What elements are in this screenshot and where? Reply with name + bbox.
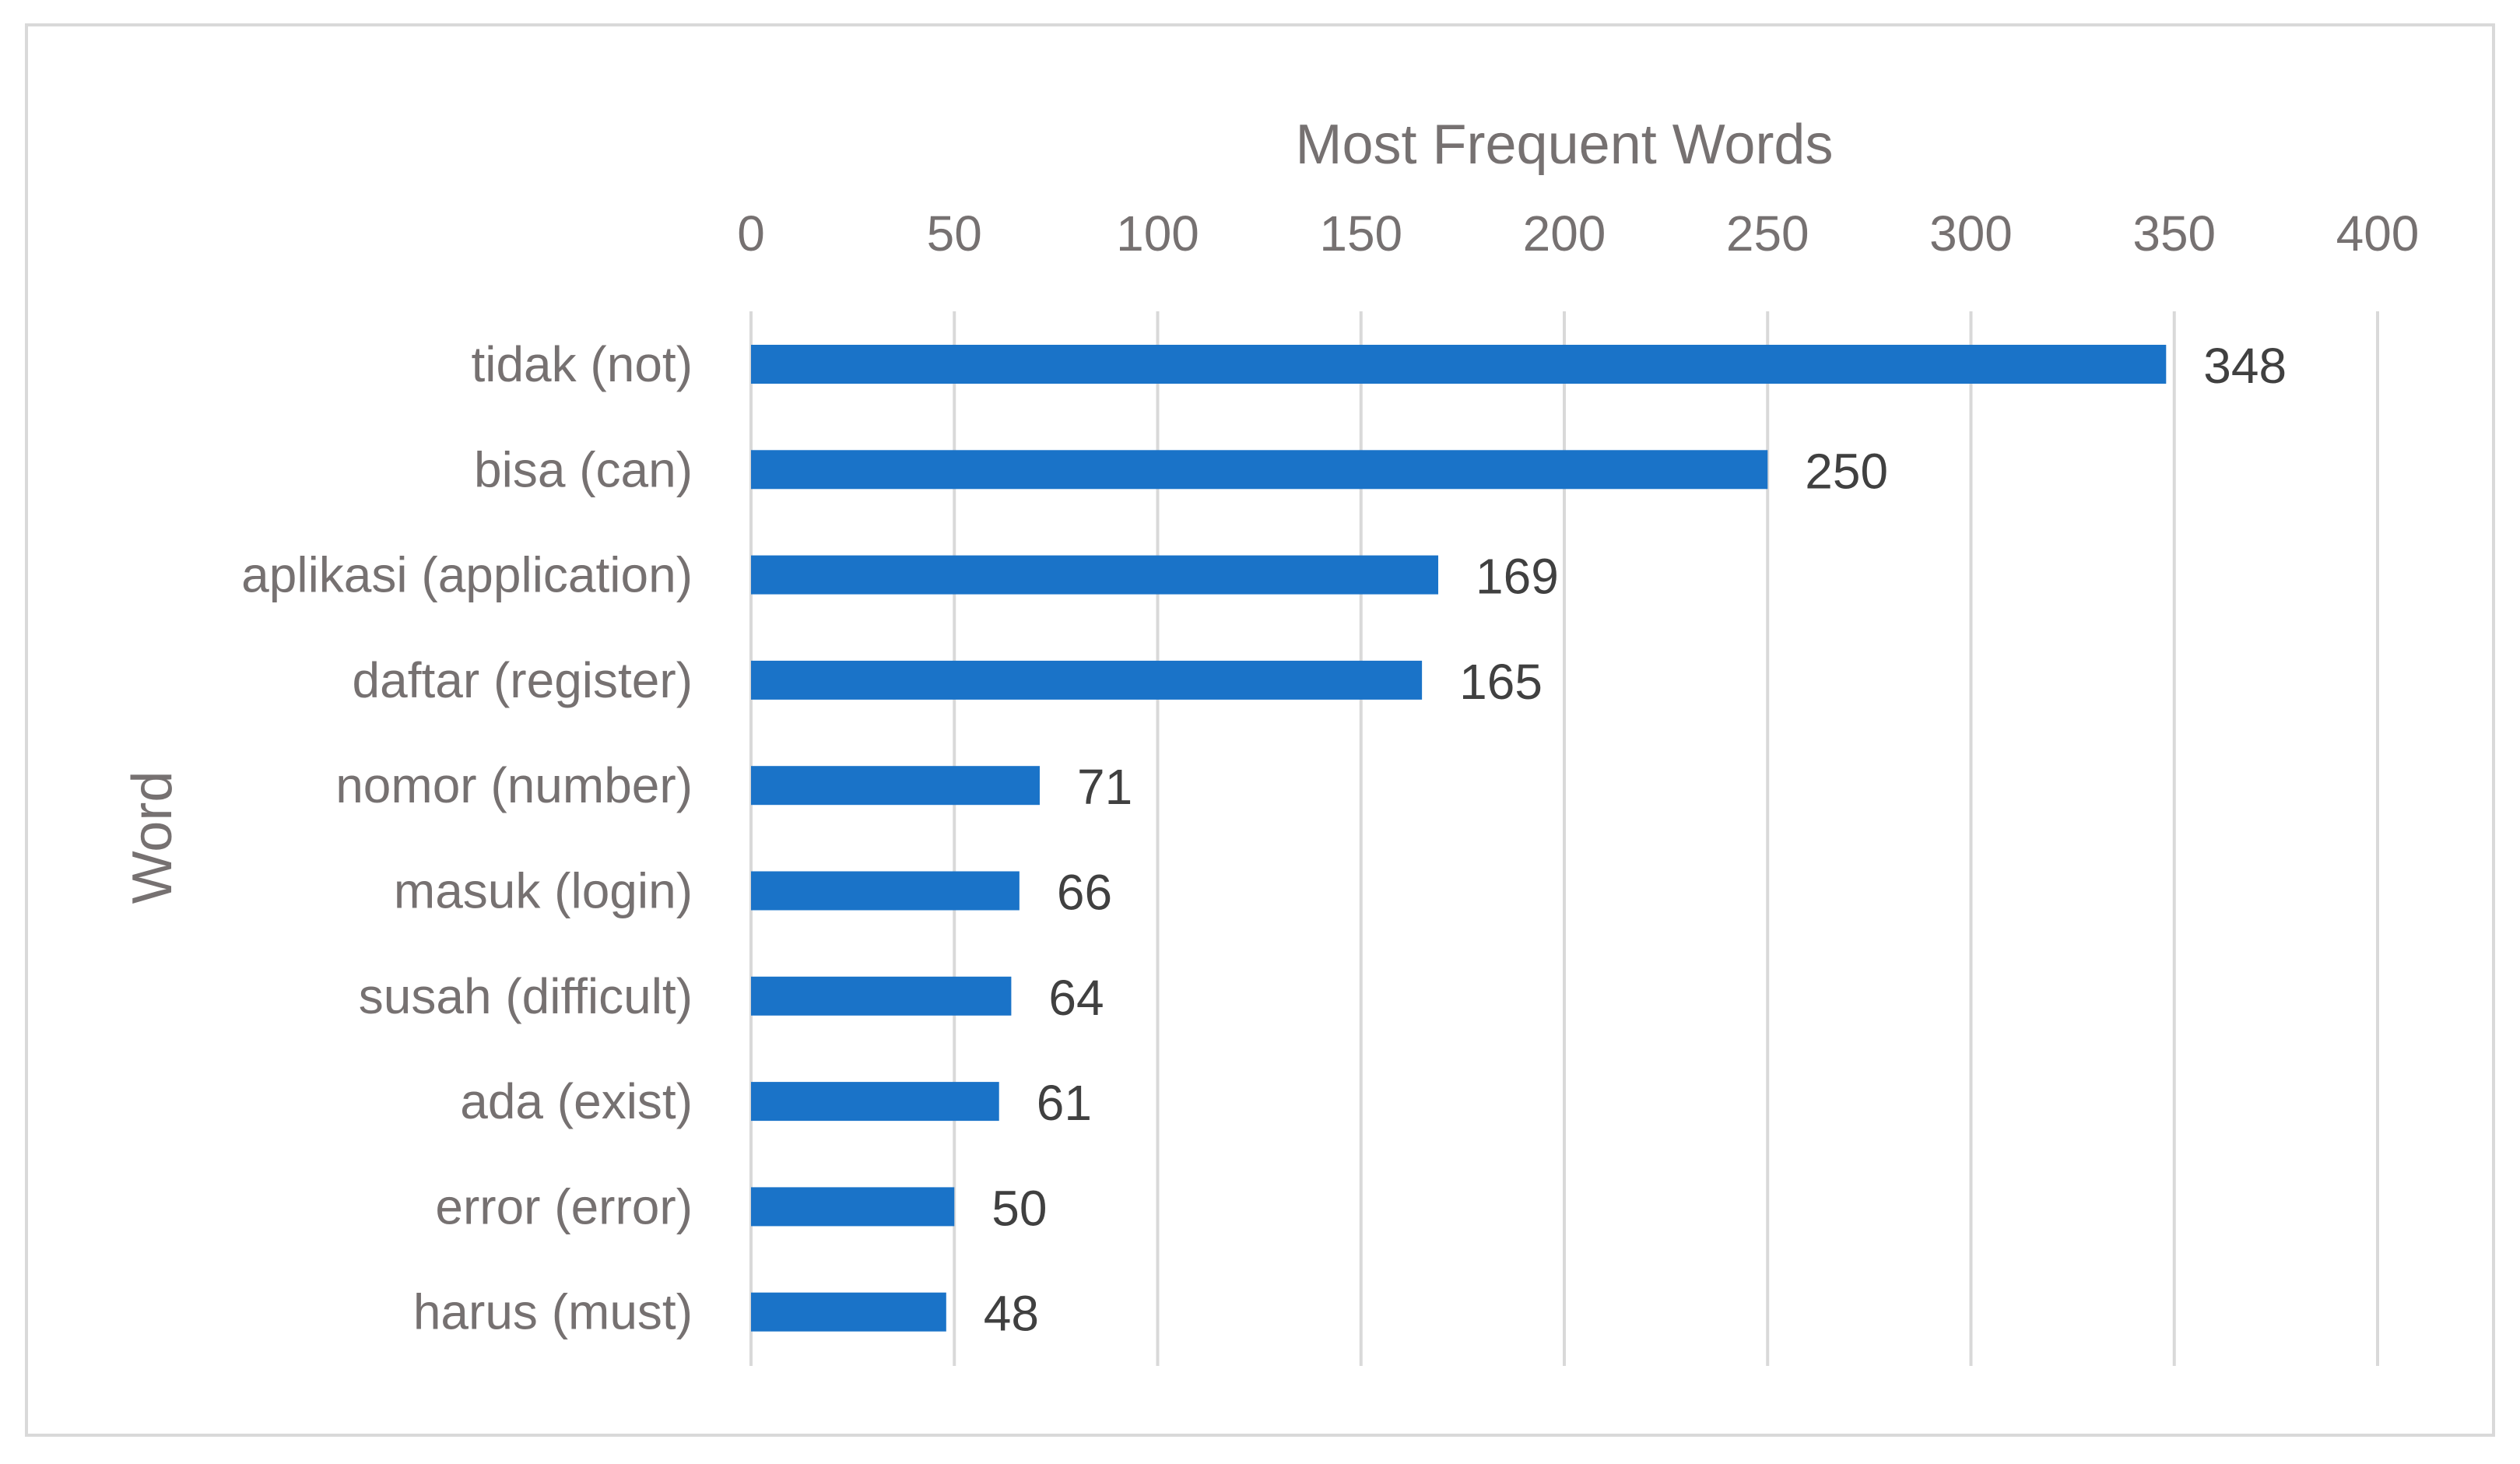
- category-label: susah (difficult): [359, 968, 693, 1024]
- x-tick-label: 100: [1116, 205, 1199, 262]
- bar: [751, 1292, 946, 1332]
- category-labels: tidak (not) bisa (can) aplikasi (applicati…: [241, 336, 693, 1340]
- category-label: harus (must): [413, 1284, 693, 1340]
- y-axis-title: Word: [121, 771, 184, 904]
- data-label: 250: [1805, 443, 1888, 499]
- x-tick-label: 200: [1523, 205, 1606, 262]
- category-label: aplikasi (application): [241, 547, 693, 603]
- bar: [751, 1187, 955, 1227]
- bar: [751, 450, 1768, 490]
- data-label: 61: [1037, 1075, 1092, 1131]
- x-axis-ticks: 0 50 100 150 200 250 300 350 400: [737, 205, 2419, 262]
- data-label: 165: [1459, 654, 1543, 710]
- bar: [751, 1082, 999, 1122]
- x-tick-label: 400: [2336, 205, 2420, 262]
- category-label: masuk (login): [394, 863, 693, 919]
- chart-title: Most Frequent Words: [1296, 114, 1834, 176]
- bars: [751, 345, 2167, 1332]
- bar: [751, 976, 1012, 1016]
- bar: [751, 871, 1020, 911]
- x-tick-label: 0: [737, 205, 765, 262]
- data-label: 50: [992, 1180, 1047, 1236]
- x-tick-label: 250: [1726, 205, 1809, 262]
- bar: [751, 555, 1439, 595]
- data-label: 169: [1476, 549, 1559, 605]
- x-tick-label: 300: [1929, 205, 2013, 262]
- data-label: 66: [1057, 865, 1112, 921]
- data-label: 71: [1077, 759, 1132, 815]
- data-label: 48: [984, 1286, 1039, 1342]
- category-label: bisa (can): [474, 441, 693, 497]
- data-label: 64: [1048, 970, 1104, 1026]
- data-label: 348: [2203, 338, 2287, 394]
- chart-frame: [25, 23, 2495, 1437]
- category-label: tidak (not): [471, 336, 693, 392]
- category-label: daftar (register): [353, 652, 693, 708]
- bar: [751, 345, 2167, 384]
- x-tick-label: 50: [927, 205, 982, 262]
- category-label: error (error): [435, 1178, 693, 1234]
- bar: [751, 660, 1423, 700]
- x-tick-label: 150: [1319, 205, 1402, 262]
- category-label: ada (exist): [460, 1073, 693, 1129]
- category-label: nomor (number): [335, 757, 693, 813]
- bar: [751, 766, 1040, 806]
- data-labels: 348 250 169 165 71 66 64 61 50 48: [984, 338, 2287, 1342]
- x-tick-label: 350: [2132, 205, 2216, 262]
